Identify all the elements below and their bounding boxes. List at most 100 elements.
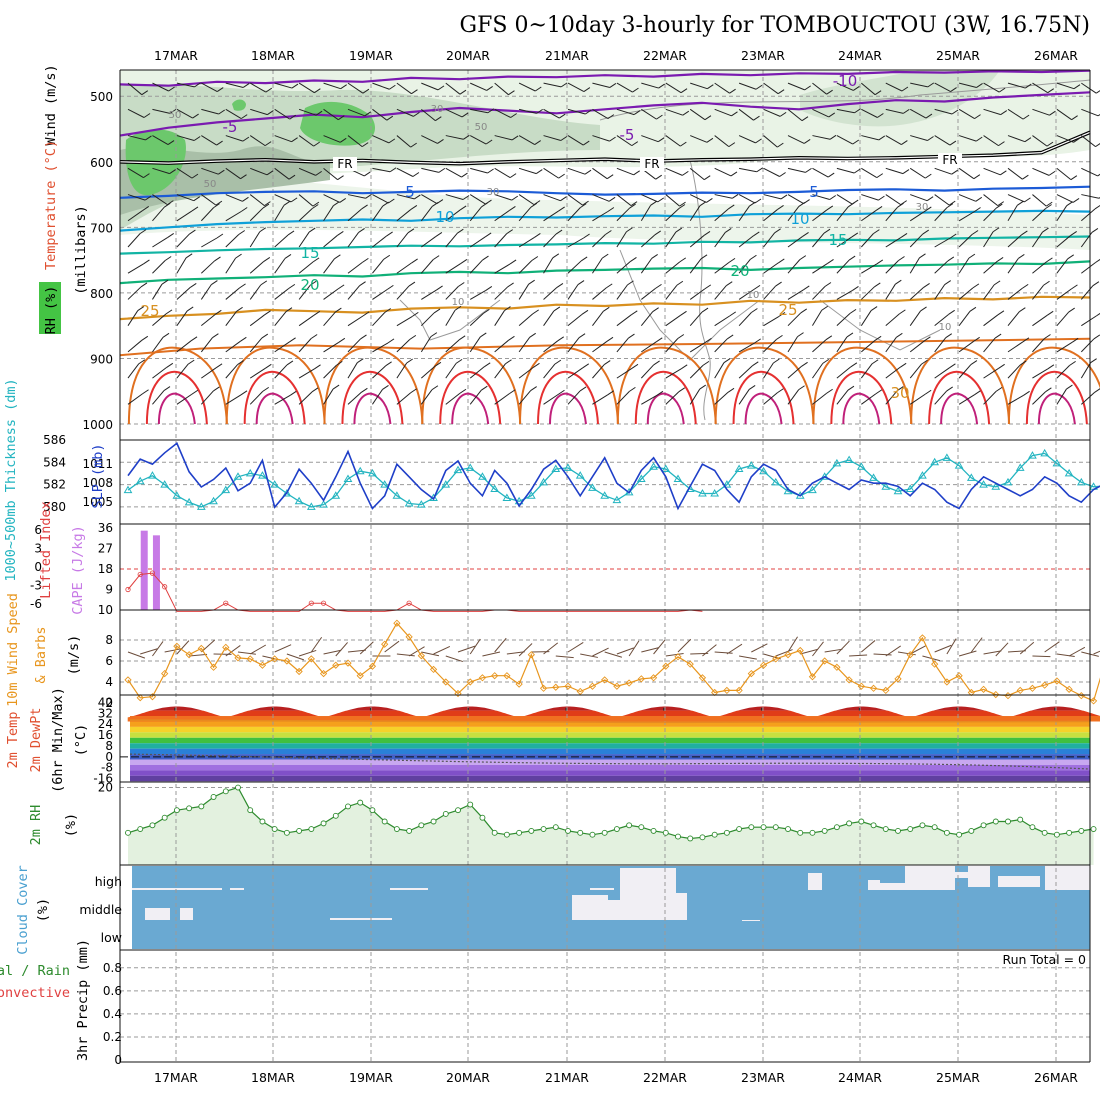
sounding-barb bbox=[298, 135, 314, 147]
wind-barb bbox=[628, 640, 640, 657]
sounding-barb bbox=[470, 82, 487, 91]
sounding-barb-feather bbox=[993, 280, 1001, 286]
sounding-barb bbox=[396, 285, 410, 300]
sounding-barb-feather bbox=[975, 136, 983, 142]
date-label-bottom: 18MAR bbox=[251, 1070, 295, 1085]
sounding-barb bbox=[323, 388, 334, 405]
thickness-point bbox=[991, 482, 1001, 490]
sounding-barb-feather bbox=[144, 195, 152, 201]
sounding-barb-feather bbox=[530, 202, 538, 208]
sounding-barb-feather bbox=[996, 203, 1003, 209]
sounding-barb-feather bbox=[678, 387, 686, 393]
sounding-barb-feather bbox=[801, 361, 808, 367]
sounding-barb-feather bbox=[486, 86, 493, 91]
sounding-barb bbox=[909, 108, 927, 119]
sounding-barb-feather bbox=[338, 337, 346, 343]
sounding-barb-feather bbox=[534, 233, 541, 238]
sounding-barb bbox=[983, 108, 1001, 116]
rh-shade-green-3 bbox=[232, 99, 246, 111]
sounding-barb bbox=[298, 338, 312, 353]
rh-point bbox=[1017, 816, 1024, 823]
wind-barb bbox=[787, 636, 798, 653]
sounding-barb bbox=[690, 194, 707, 203]
thickness-tick-label: 584 bbox=[43, 455, 66, 469]
wind-speed-point bbox=[857, 682, 865, 690]
sounding-barb-feather bbox=[284, 254, 292, 259]
rh-point bbox=[1041, 829, 1048, 836]
thickness-point bbox=[698, 488, 707, 497]
wind-barb bbox=[506, 651, 525, 655]
sounding-barb-feather bbox=[680, 141, 687, 147]
sounding-barb-feather bbox=[191, 206, 199, 212]
sounding-barb-feather bbox=[821, 305, 828, 311]
sounding-barb-feather bbox=[803, 139, 811, 144]
wind-speed-point bbox=[955, 672, 963, 680]
sounding-barb-feather bbox=[626, 227, 633, 233]
sounding-barb bbox=[225, 364, 238, 379]
precip-total-rain-label: Total / Rain bbox=[0, 963, 70, 979]
sounding-barb-feather bbox=[530, 386, 537, 391]
cape-axis-label: CAPE (J/kg) bbox=[70, 525, 86, 614]
sounding-barb-feather bbox=[924, 389, 932, 395]
sounding-barb-feather bbox=[218, 169, 225, 175]
sounding-barb bbox=[909, 393, 926, 405]
wind-speed-point bbox=[637, 675, 645, 683]
wind-barb bbox=[849, 654, 868, 657]
sounding-barb bbox=[860, 363, 873, 379]
sounding-barb-feather bbox=[650, 200, 657, 206]
wind-barb bbox=[861, 640, 876, 653]
sounding-barb bbox=[1056, 167, 1072, 181]
rh-point bbox=[345, 803, 351, 810]
sounding-barb bbox=[323, 258, 335, 274]
wind-barb bbox=[836, 640, 850, 655]
wind-speed-point bbox=[931, 660, 939, 668]
sounding-barb-feather bbox=[706, 137, 714, 143]
thickness-point bbox=[661, 464, 671, 472]
sounding-barb bbox=[885, 82, 903, 92]
sounding-barb-feather bbox=[923, 282, 930, 288]
sounding-barb-feather bbox=[339, 137, 347, 143]
wind-speed-point bbox=[393, 619, 401, 627]
sounding-barb bbox=[836, 167, 855, 174]
pressure-tick-label: 900 bbox=[90, 352, 113, 366]
sounding-barb bbox=[592, 82, 611, 88]
sounding-barb bbox=[592, 135, 610, 142]
sounding-barb bbox=[934, 108, 953, 115]
rh-point bbox=[552, 824, 559, 831]
rh-point bbox=[1066, 829, 1073, 836]
sounding-barb bbox=[592, 364, 605, 379]
sounding-barb-feather bbox=[900, 233, 908, 238]
sounding-barb-feather bbox=[1042, 227, 1049, 233]
sounding-barb-feather bbox=[605, 283, 613, 289]
wind-speed-point bbox=[613, 682, 621, 690]
sounding-barb bbox=[225, 108, 242, 120]
rh-point bbox=[442, 811, 449, 817]
rh-axis-label-2: (%) bbox=[63, 813, 79, 837]
sounding-barb bbox=[127, 167, 144, 179]
sounding-barb-feather bbox=[389, 167, 397, 173]
sounding-barb-feather bbox=[1000, 170, 1007, 176]
rh-point bbox=[235, 784, 241, 791]
wind-barb bbox=[616, 647, 634, 655]
date-label-bottom: 24MAR bbox=[838, 1070, 882, 1085]
sounding-barb-feather bbox=[1070, 175, 1078, 181]
sounding-barb-feather bbox=[1073, 84, 1081, 90]
sounding-barb-feather bbox=[925, 206, 932, 212]
sounding-barb bbox=[567, 108, 586, 115]
sounding-barb-feather bbox=[754, 338, 761, 344]
cloud-block bbox=[998, 876, 1040, 887]
sounding-barb bbox=[445, 286, 459, 300]
chart-title: GFS 0~10day 3-hourly for TOMBOUCTOU (3W,… bbox=[460, 13, 1090, 38]
sounding-barb bbox=[714, 108, 732, 117]
wind-speed-point bbox=[662, 662, 670, 670]
sounding-barb-feather bbox=[361, 387, 368, 393]
sounding-barb-feather bbox=[264, 141, 272, 147]
temp-color-band bbox=[130, 764, 1090, 771]
temp-hump-band bbox=[714, 716, 813, 722]
sounding-barb-feather bbox=[534, 140, 541, 145]
sounding-barb bbox=[592, 211, 609, 222]
sounding-barb bbox=[249, 82, 267, 93]
wind-barb bbox=[1019, 641, 1035, 655]
sounding-barb bbox=[738, 194, 756, 204]
sounding-barb bbox=[1081, 167, 1098, 177]
